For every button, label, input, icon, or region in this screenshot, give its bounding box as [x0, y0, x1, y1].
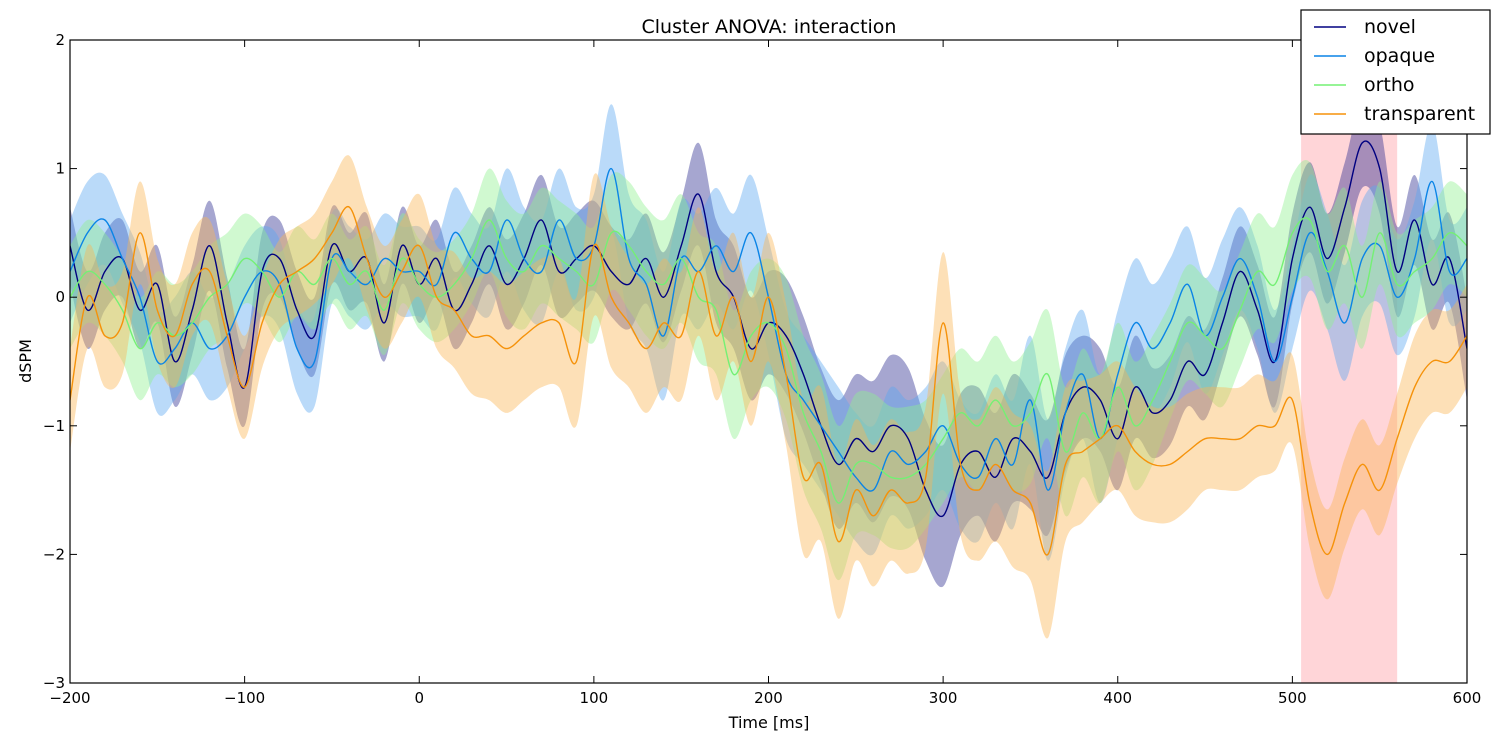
series-line-transparent [70, 206, 1467, 556]
y-tick-label: 1 [55, 160, 65, 178]
axes: −200 −100 0 100 200 300 400 500 600 −3 −2 −1 0 1 2 [43, 31, 1481, 707]
series-line-opaque [70, 167, 1467, 492]
x-axis-label: Time [ms] [728, 713, 810, 732]
x-tick-label: −100 [224, 689, 265, 707]
y-tick-label: −2 [43, 545, 65, 563]
plot-area [70, 40, 1467, 683]
band-novel [70, 96, 1467, 588]
y-axis-label: dSPM [16, 339, 35, 383]
significant-cluster-span [1301, 40, 1398, 683]
legend-label-novel: novel [1364, 16, 1416, 38]
band-opaque [70, 104, 1467, 561]
x-tick-label: 0 [414, 689, 424, 707]
series-line-ortho [70, 217, 1467, 504]
legend-label-transparent: transparent [1364, 103, 1475, 125]
band-transparent [70, 155, 1467, 639]
x-tick-label: 600 [1453, 689, 1482, 707]
chart-title: Cluster ANOVA: interaction [642, 16, 897, 38]
legend-label-opaque: opaque [1364, 45, 1435, 67]
series-line-novel [70, 140, 1467, 518]
legend-label-ortho: ortho [1364, 74, 1415, 96]
x-tick-label: 400 [1103, 689, 1132, 707]
band-ortho [70, 159, 1467, 581]
legend: novel opaque ortho transparent [1300, 9, 1491, 135]
x-tick-label: 100 [580, 689, 609, 707]
y-tick-label: −3 [43, 674, 65, 692]
y-tick-label: −1 [43, 417, 65, 435]
x-tick-label: 300 [929, 689, 958, 707]
x-tick-label: 500 [1278, 689, 1307, 707]
y-tick-label: 2 [55, 31, 65, 49]
x-tick-label: 200 [754, 689, 783, 707]
y-tick-label: 0 [55, 288, 65, 306]
x-tick-label: −200 [49, 689, 90, 707]
